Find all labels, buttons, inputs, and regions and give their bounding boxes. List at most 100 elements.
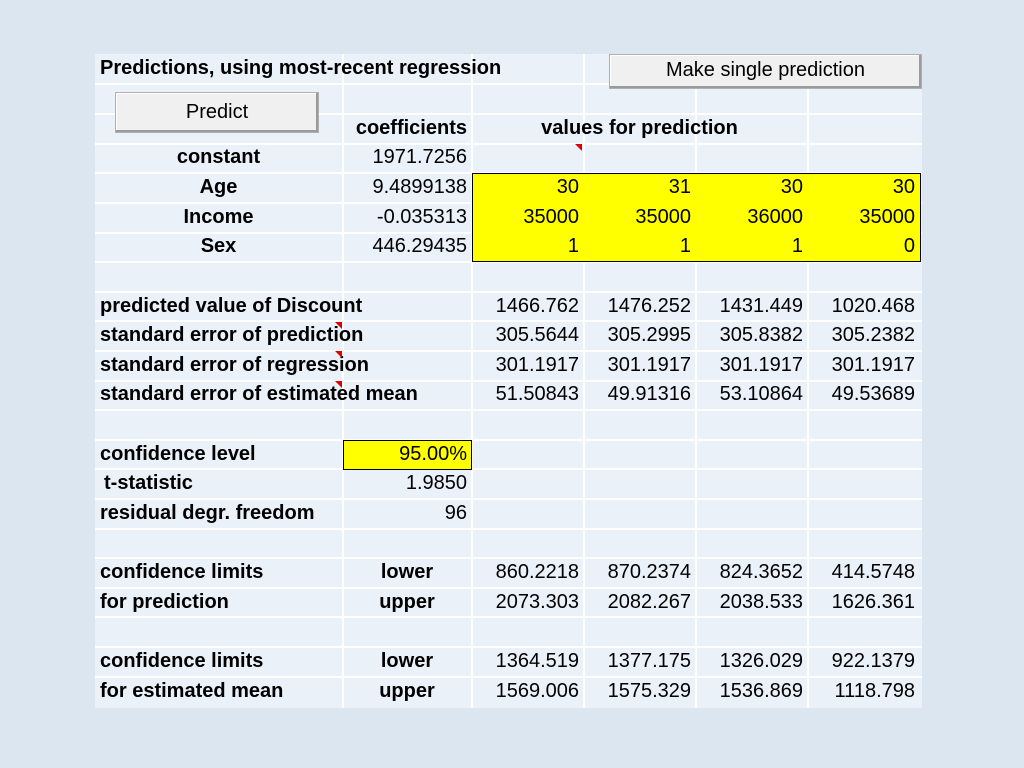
gridline bbox=[95, 646, 922, 648]
coefficients-header: coefficients bbox=[355, 116, 467, 139]
limit-value[interactable]: 2082.267 bbox=[607, 590, 691, 613]
gridline bbox=[95, 143, 922, 145]
variable-name: constant bbox=[176, 146, 261, 168]
gridline bbox=[95, 113, 922, 115]
age-input-2[interactable]: 31 bbox=[668, 175, 691, 198]
limit-value[interactable]: 414.5748 bbox=[831, 561, 915, 583]
stat-label: predicted value of Discount bbox=[100, 294, 363, 317]
stat-value[interactable]: 1476.252 bbox=[607, 294, 691, 317]
predict-button[interactable]: Predict bbox=[115, 92, 319, 133]
sex-input-4[interactable]: 0 bbox=[903, 235, 915, 257]
residual-df-label: residual degr. freedom bbox=[100, 501, 315, 524]
stat-label: standard error of prediction bbox=[100, 324, 364, 346]
gridline bbox=[95, 320, 922, 322]
stat-value[interactable]: 49.91316 bbox=[607, 383, 691, 405]
gridline bbox=[95, 616, 922, 618]
coefficient-value[interactable]: 446.29435 bbox=[372, 235, 467, 257]
limits-mean-label: for estimated mean bbox=[100, 679, 284, 702]
limit-value[interactable]: 922.1379 bbox=[831, 650, 915, 672]
confidence-level-fill bbox=[343, 440, 472, 470]
stat-value[interactable]: 301.1917 bbox=[719, 353, 803, 376]
stat-value[interactable]: 305.5644 bbox=[495, 324, 579, 346]
comment-marker-icon[interactable] bbox=[335, 381, 342, 388]
variable-name: Age bbox=[199, 175, 238, 198]
confidence-level-input[interactable]: 95.00% bbox=[399, 442, 467, 465]
income-input-4[interactable]: 35000 bbox=[859, 205, 915, 228]
lower-label: lower bbox=[380, 650, 434, 672]
stat-value[interactable]: 53.10864 bbox=[719, 383, 803, 405]
residual-df-value[interactable]: 96 bbox=[444, 501, 467, 524]
sex-input-3[interactable]: 1 bbox=[791, 235, 803, 257]
income-input-3[interactable]: 36000 bbox=[747, 205, 803, 228]
stat-label: standard error of regression bbox=[100, 353, 369, 376]
income-input-1[interactable]: 35000 bbox=[523, 205, 579, 228]
gridline bbox=[95, 261, 922, 263]
upper-label: upper bbox=[379, 590, 435, 613]
comment-marker-icon[interactable] bbox=[575, 144, 582, 151]
stat-value[interactable]: 301.1917 bbox=[831, 353, 915, 376]
values-for-prediction-header: values for prediction bbox=[541, 116, 738, 139]
gridline bbox=[95, 498, 922, 500]
gridline bbox=[95, 83, 922, 85]
stat-value[interactable]: 49.53689 bbox=[831, 383, 915, 405]
age-input-1[interactable]: 30 bbox=[556, 175, 579, 198]
prediction-inputs-fill bbox=[472, 173, 921, 262]
gridline bbox=[95, 528, 922, 530]
variable-name: Income bbox=[183, 205, 254, 228]
stat-value[interactable]: 301.1917 bbox=[607, 353, 691, 376]
stat-value[interactable]: 301.1917 bbox=[495, 353, 579, 376]
gridline bbox=[95, 291, 922, 293]
gridline bbox=[95, 676, 922, 678]
limits-prediction-label: confidence limits bbox=[100, 561, 264, 583]
limit-value[interactable]: 1575.329 bbox=[607, 679, 691, 702]
limit-value[interactable]: 1364.519 bbox=[495, 650, 579, 672]
stat-label: standard error of estimated mean bbox=[100, 383, 418, 405]
limit-value[interactable]: 2073.303 bbox=[495, 590, 579, 613]
stat-value[interactable]: 51.50843 bbox=[495, 383, 579, 405]
gridline bbox=[95, 409, 922, 411]
stat-value[interactable]: 305.2995 bbox=[607, 324, 691, 346]
limits-prediction-label: for prediction bbox=[100, 590, 229, 613]
limit-value[interactable]: 1626.361 bbox=[831, 590, 915, 613]
stat-value[interactable]: 1466.762 bbox=[495, 294, 579, 317]
limit-value[interactable]: 1326.029 bbox=[719, 650, 803, 672]
limit-value[interactable]: 1377.175 bbox=[607, 650, 691, 672]
coefficient-value[interactable]: 9.4899138 bbox=[372, 175, 467, 198]
coefficient-value[interactable]: 1971.7256 bbox=[372, 146, 467, 168]
income-input-2[interactable]: 35000 bbox=[635, 205, 691, 228]
limits-mean-label: confidence limits bbox=[100, 650, 264, 672]
limit-value[interactable]: 1569.006 bbox=[495, 679, 579, 702]
stat-value[interactable]: 1020.468 bbox=[831, 294, 915, 317]
age-input-4[interactable]: 30 bbox=[892, 175, 915, 198]
gridline bbox=[95, 439, 922, 441]
gridline bbox=[95, 380, 922, 382]
limit-value[interactable]: 1536.869 bbox=[719, 679, 803, 702]
spreadsheet: Predictions, using most-recent regressio… bbox=[95, 54, 922, 708]
gridline bbox=[95, 587, 922, 589]
t-statistic-value[interactable]: 1.9850 bbox=[405, 472, 467, 494]
upper-label: upper bbox=[379, 679, 435, 702]
sex-input-1[interactable]: 1 bbox=[567, 235, 579, 257]
sheet-title: Predictions, using most-recent regressio… bbox=[100, 57, 502, 79]
comment-marker-icon[interactable] bbox=[335, 322, 342, 329]
lower-label: lower bbox=[380, 561, 434, 583]
gridline bbox=[95, 350, 922, 352]
variable-name: Sex bbox=[200, 235, 237, 257]
limit-value[interactable]: 870.2374 bbox=[607, 561, 691, 583]
limit-value[interactable]: 2038.533 bbox=[719, 590, 803, 613]
sex-input-2[interactable]: 1 bbox=[679, 235, 691, 257]
make-single-prediction-button[interactable]: Make single prediction bbox=[609, 54, 922, 89]
gridline bbox=[95, 468, 922, 470]
confidence-level-label: confidence level bbox=[100, 442, 256, 465]
gridline bbox=[95, 557, 922, 559]
limit-value[interactable]: 1118.798 bbox=[834, 679, 915, 702]
comment-marker-icon[interactable] bbox=[335, 351, 342, 358]
stat-value[interactable]: 1431.449 bbox=[719, 294, 803, 317]
coefficient-value[interactable]: -0.035313 bbox=[376, 205, 467, 228]
age-input-3[interactable]: 30 bbox=[780, 175, 803, 198]
t-statistic-label: t-statistic bbox=[104, 472, 193, 494]
stat-value[interactable]: 305.2382 bbox=[831, 324, 915, 346]
limit-value[interactable]: 824.3652 bbox=[719, 561, 803, 583]
stat-value[interactable]: 305.8382 bbox=[719, 324, 803, 346]
limit-value[interactable]: 860.2218 bbox=[495, 561, 579, 583]
